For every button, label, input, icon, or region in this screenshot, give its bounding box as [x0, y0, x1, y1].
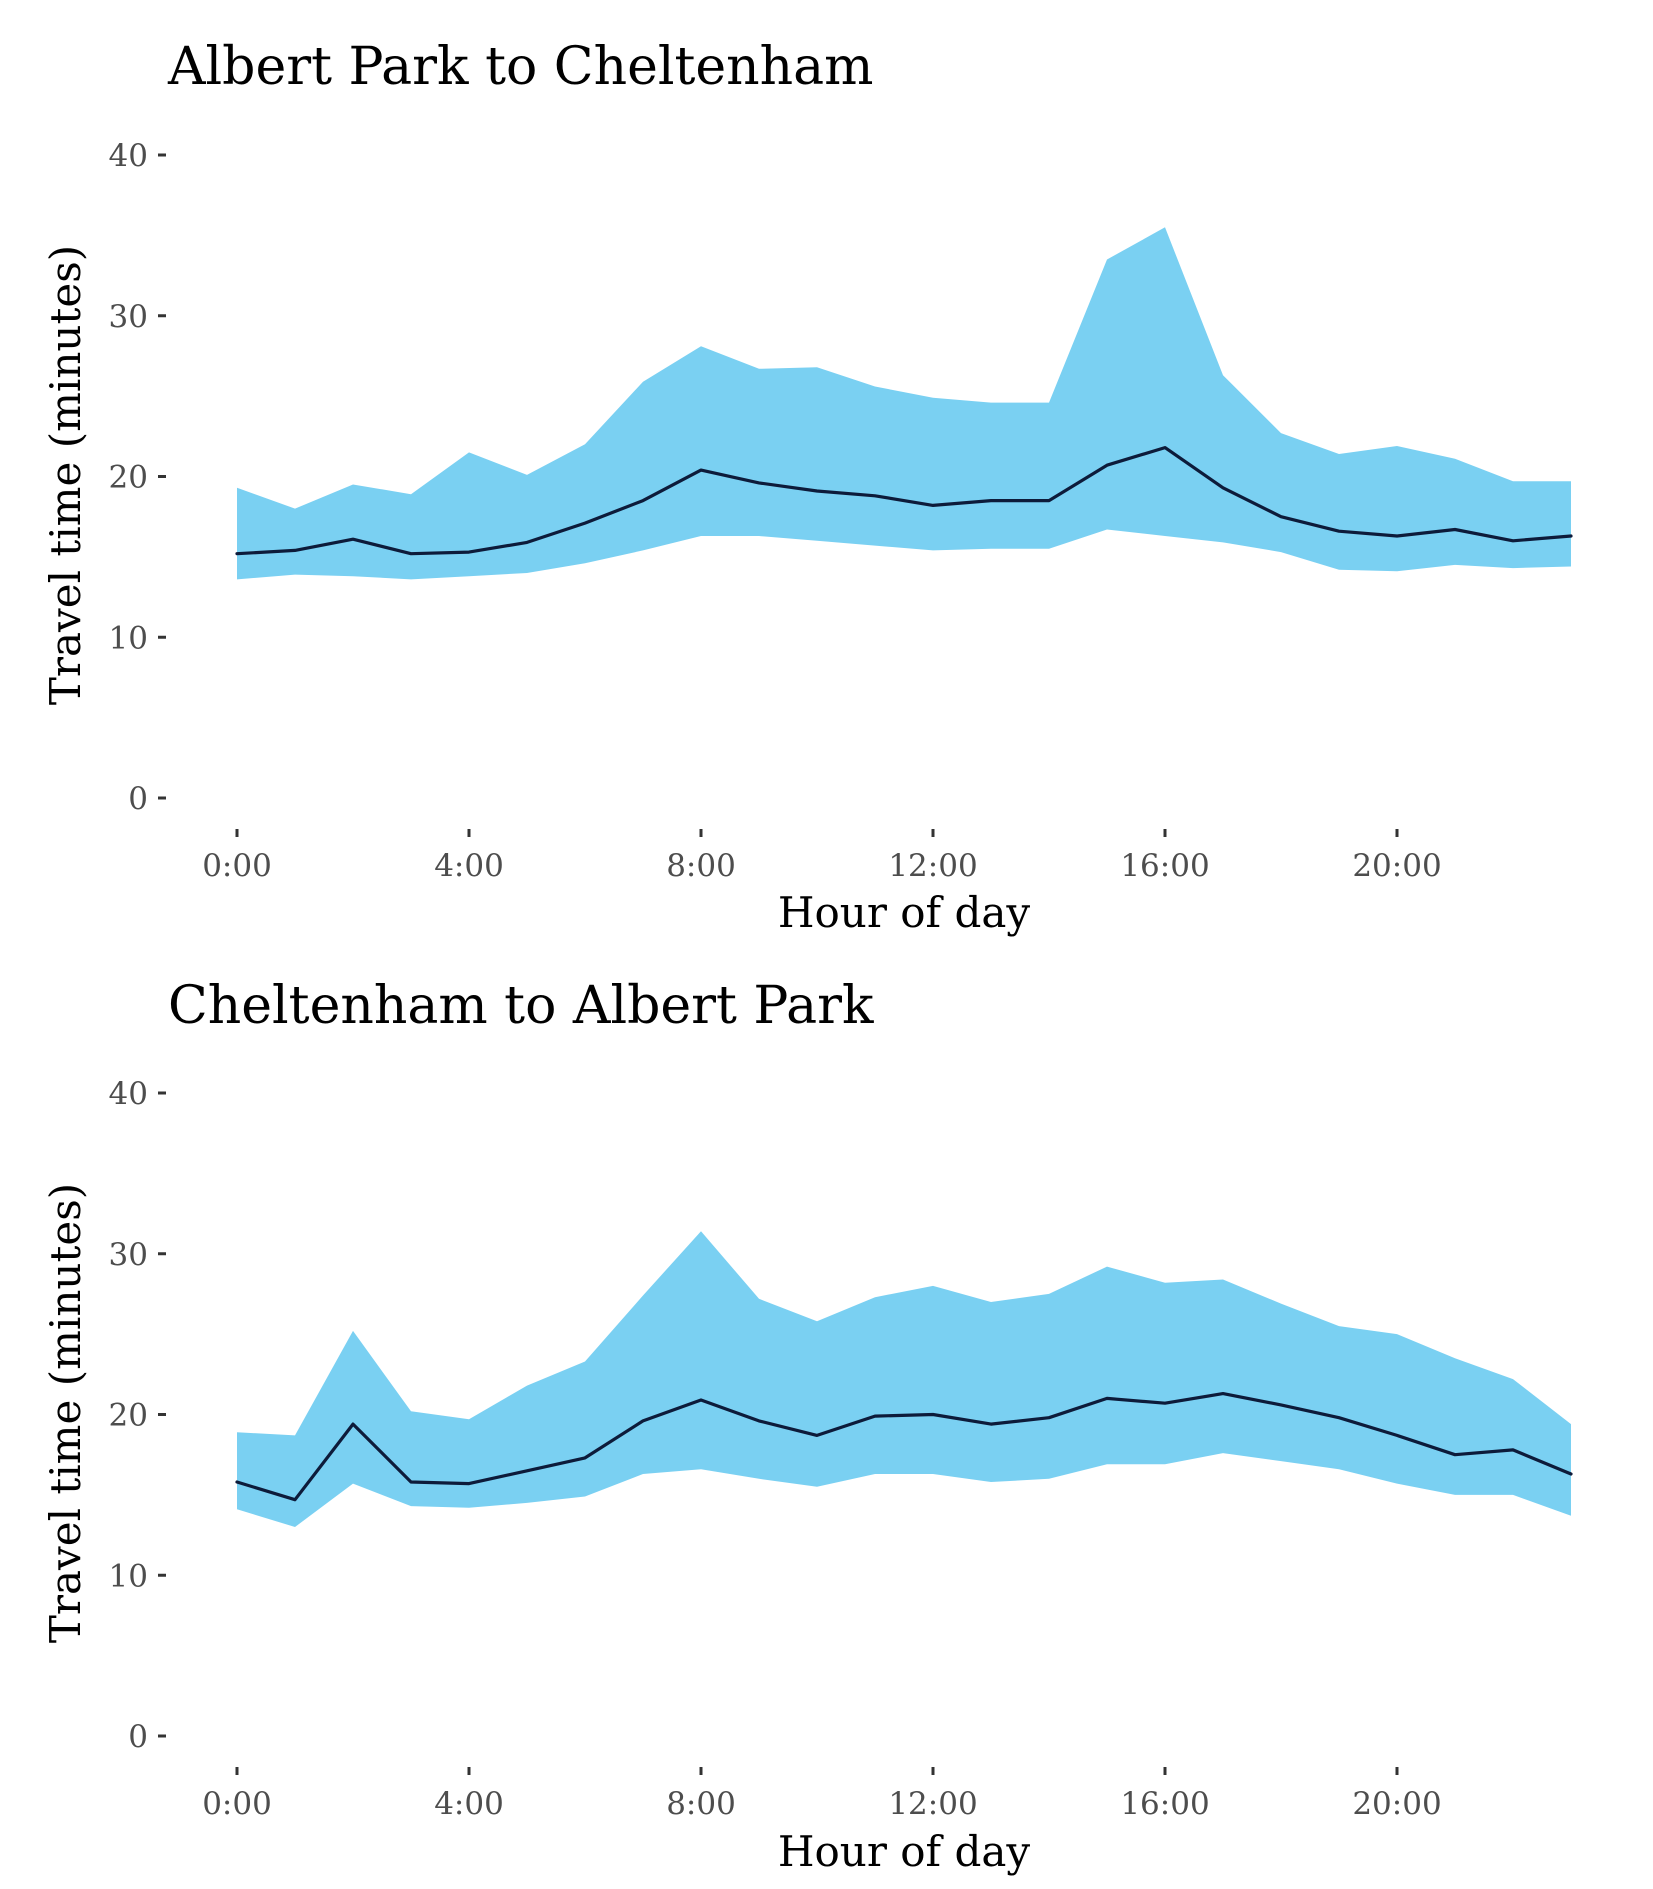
x-tick-label: 20:00: [1352, 1786, 1441, 1822]
y-tick-label: 40: [109, 1076, 148, 1112]
x-tick-label: 0:00: [202, 1786, 272, 1822]
x-axis: 0:00 4:00 8:00 12:00 16:00 20:00: [202, 829, 1442, 884]
y-axis: 0 10 20 30 40: [109, 138, 166, 817]
x-tick-label: 16:00: [1120, 848, 1209, 884]
median-line: [235, 446, 1573, 556]
x-tick-label: 8:00: [666, 1786, 736, 1822]
panel-cheltenham-to-albert-park: Cheltenham to Albert Park 0 10 20 30 40 0:00…: [41, 976, 1573, 1876]
y-tick-label: 30: [109, 1237, 148, 1273]
y-axis-title: Travel time (minutes): [41, 245, 90, 705]
x-tick-label: 12:00: [888, 1786, 977, 1822]
x-tick-label: 0:00: [202, 848, 272, 884]
chart-title: Albert Park to Cheltenham: [167, 37, 873, 97]
y-tick-label: 0: [128, 781, 148, 817]
range-band: [237, 1231, 1571, 1527]
x-tick-label: 4:00: [434, 848, 504, 884]
y-tick-label: 10: [109, 620, 148, 656]
x-tick-label: 8:00: [666, 848, 736, 884]
y-tick-label: 30: [109, 299, 148, 335]
y-axis-title: Travel time (minutes): [41, 1183, 90, 1643]
panel-albert-park-to-cheltenham: Albert Park to Cheltenham 0 10 20 30 40 0:00…: [41, 37, 1573, 937]
y-tick-label: 20: [109, 460, 148, 496]
y-axis: 0 10 20 30 40: [109, 1076, 166, 1755]
y-tick-label: 0: [128, 1719, 148, 1755]
x-tick-label: 4:00: [434, 1786, 504, 1822]
y-tick-label: 40: [109, 138, 148, 174]
plot-area: [235, 227, 1573, 580]
chart-title: Cheltenham to Albert Park: [168, 976, 874, 1036]
x-axis-title: Hour of day: [778, 888, 1030, 937]
y-tick-label: 20: [109, 1398, 148, 1434]
x-tick-label: 20:00: [1352, 848, 1441, 884]
x-tick-label: 12:00: [888, 848, 977, 884]
x-tick-label: 16:00: [1120, 1786, 1209, 1822]
range-band: [237, 227, 1571, 580]
plot-area: [235, 1231, 1573, 1527]
x-axis-title: Hour of day: [778, 1827, 1030, 1876]
y-tick-label: 10: [109, 1558, 148, 1594]
x-axis: 0:00 4:00 8:00 12:00 16:00 20:00: [202, 1767, 1442, 1822]
median-line: [235, 1391, 1573, 1502]
